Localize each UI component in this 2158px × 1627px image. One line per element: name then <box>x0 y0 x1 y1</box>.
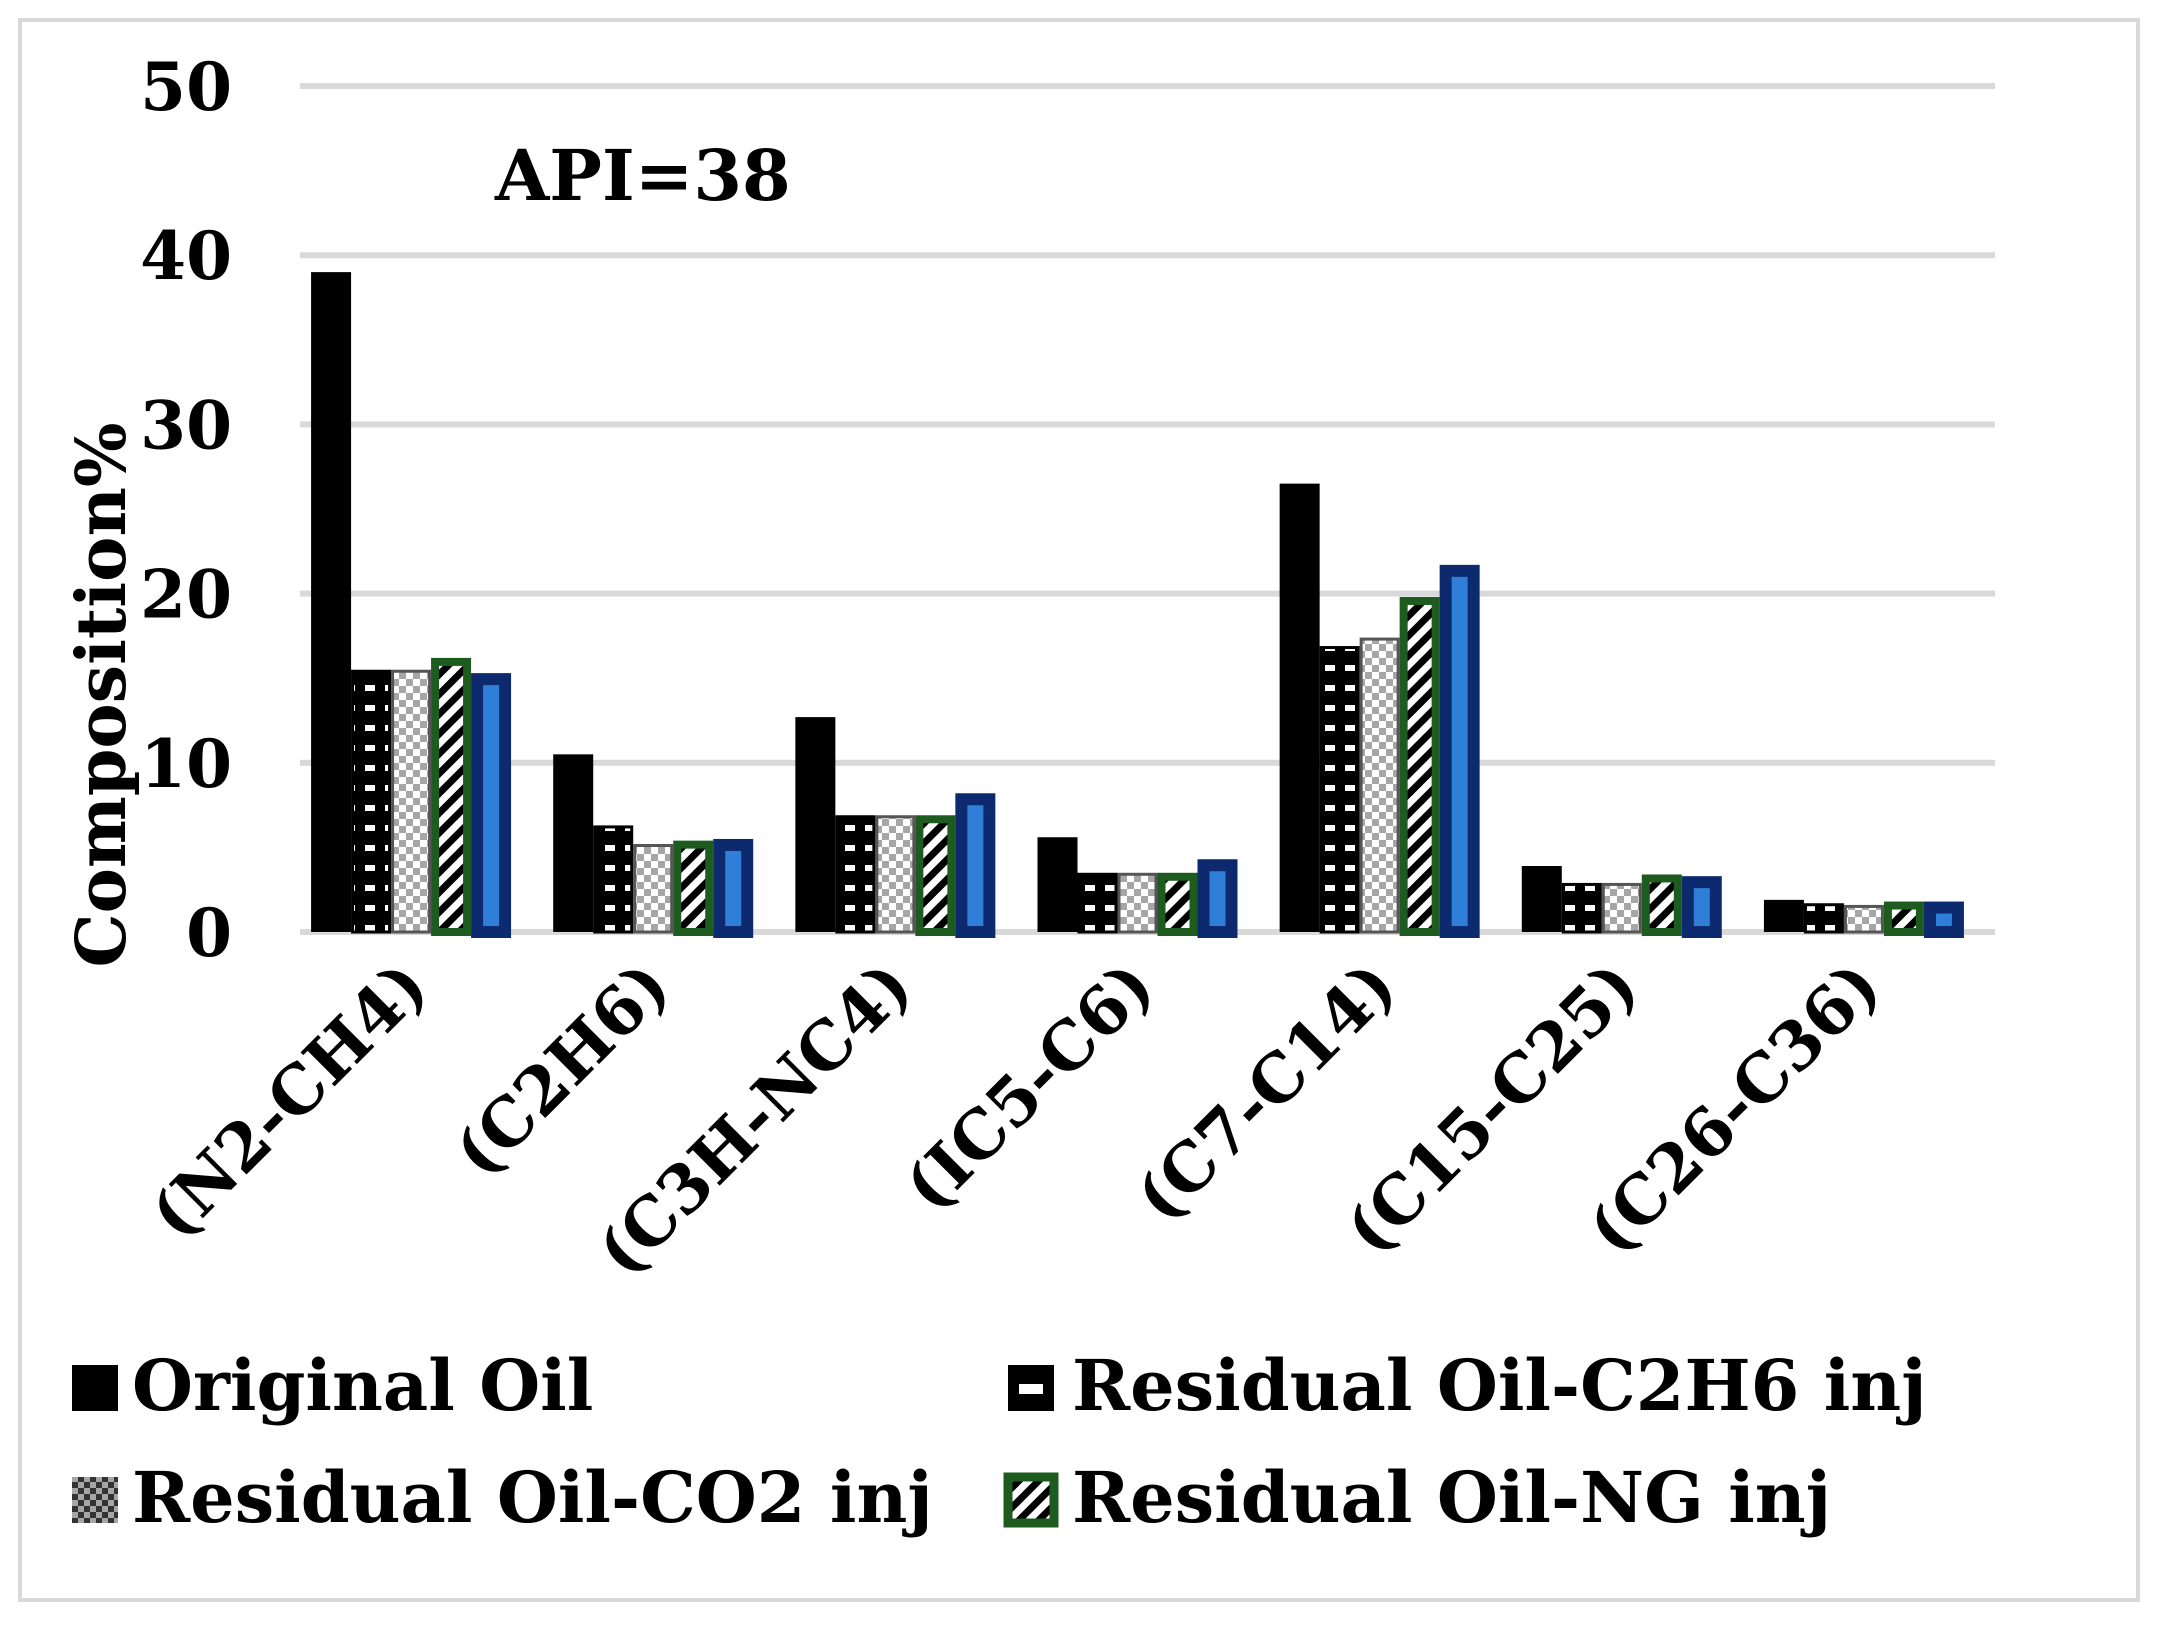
bar-c2h6-2 <box>835 815 876 934</box>
bar-co2-1 <box>633 844 674 934</box>
bar-blue-1 <box>713 838 754 938</box>
legend-item-ng: Residual Oil-NG inj <box>1003 1456 1831 1539</box>
legend-label-co2: Residual Oil-CO2 inj <box>132 1456 933 1539</box>
bar-co2-2 <box>875 815 916 934</box>
bar-co2-4 <box>1359 637 1400 934</box>
chart-annotation: API=38 <box>494 134 791 217</box>
bar-c2h6-6 <box>1803 903 1844 934</box>
bar-blue-3 <box>1197 859 1238 939</box>
bar-ng-5 <box>1641 874 1682 936</box>
x-tick-label: (C2H6) <box>439 946 685 1192</box>
bar-ng-2 <box>915 815 956 937</box>
bar-co2-5 <box>1601 882 1642 934</box>
bar-ng-1 <box>673 840 714 937</box>
bar-ng-3 <box>1157 872 1198 937</box>
bar-original-oil-0 <box>311 272 352 932</box>
bar-co2-3 <box>1117 872 1158 934</box>
bar-original-oil-2 <box>795 717 836 932</box>
bar-original-oil-5 <box>1521 866 1562 932</box>
bar-c2h6-3 <box>1077 872 1118 934</box>
bar-blue-6 <box>1923 901 1964 939</box>
legend-swatch-co2 <box>72 1477 118 1523</box>
chart-frame <box>18 18 2140 1602</box>
bar-blue-2 <box>955 793 996 938</box>
bar-ng-4 <box>1399 596 1440 936</box>
y-tick-label: 40 <box>140 217 232 295</box>
x-axis-ticks: (N2-CH4)(C2H6)(C3H-NC4)(IC5-C6)(C7-C14)(… <box>135 946 1895 1291</box>
bar-blue-5 <box>1681 876 1722 938</box>
legend-swatch-ng <box>1003 1472 1059 1528</box>
x-tick-label: (N2-CH4) <box>135 946 443 1254</box>
y-tick-label: 30 <box>140 386 232 464</box>
legend-label-ng: Residual Oil-NG inj <box>1072 1456 1831 1539</box>
legend-item-c2h6: Residual Oil-C2H6 inj <box>1008 1344 1927 1427</box>
y-tick-label: 10 <box>140 725 232 803</box>
y-tick-label: 50 <box>140 48 232 126</box>
bar-c2h6-1 <box>593 825 634 934</box>
legend-swatch-original-oil <box>72 1365 118 1411</box>
legend-label-c2h6: Residual Oil-C2H6 inj <box>1072 1344 1927 1427</box>
legend: Original Oil Residual Oil-C2H6 inj Resid… <box>72 1344 1927 1539</box>
legend-item-co2: Residual Oil-CO2 inj <box>72 1456 933 1539</box>
bar-c2h6-5 <box>1561 882 1602 934</box>
y-axis-label: Composition% <box>62 422 142 967</box>
bar-original-oil-4 <box>1279 483 1320 932</box>
legend-label-original-oil: Original Oil <box>132 1344 593 1427</box>
bar-co2-6 <box>1843 904 1884 934</box>
y-tick-label: 20 <box>140 556 232 634</box>
bar-ng-0 <box>431 657 472 936</box>
bar-c2h6-0 <box>351 669 392 934</box>
bars <box>311 272 1964 939</box>
bar-original-oil-3 <box>1037 837 1078 932</box>
legend-item-original-oil: Original Oil <box>72 1344 593 1427</box>
bar-original-oil-1 <box>553 754 594 932</box>
bar-ng-6 <box>1883 901 1924 937</box>
bar-co2-0 <box>391 669 432 934</box>
y-axis-ticks: 0 10 20 30 40 50 <box>140 48 232 972</box>
bar-c2h6-4 <box>1319 646 1360 934</box>
bar-original-oil-6 <box>1763 899 1804 932</box>
bar-blue-4 <box>1439 564 1480 938</box>
y-tick-label: 0 <box>186 894 232 972</box>
bar-blue-0 <box>471 673 512 939</box>
